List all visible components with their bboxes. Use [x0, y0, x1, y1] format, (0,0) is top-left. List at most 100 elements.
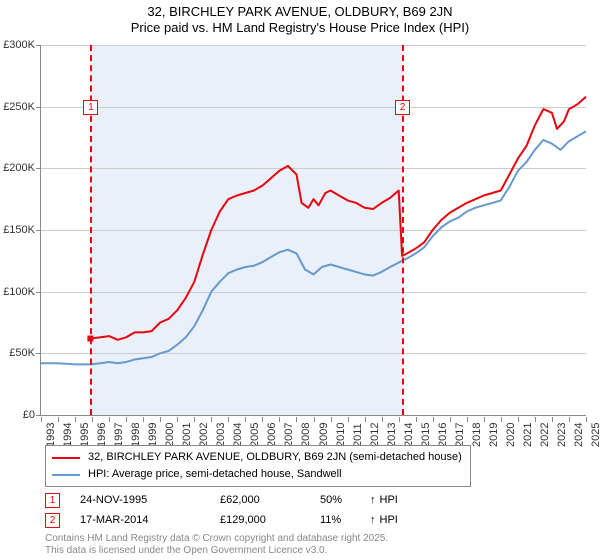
sale-marker-box: 1: [83, 100, 98, 115]
sale-marker-2: 2: [45, 513, 60, 528]
x-tick: [450, 417, 451, 422]
x-axis-label: 1996: [96, 423, 108, 447]
x-tick: [160, 417, 161, 422]
sale-price: £129,000: [220, 514, 320, 526]
x-axis-label: 2020: [505, 423, 517, 447]
x-axis-label: 2017: [454, 423, 466, 447]
y-tick: [36, 168, 41, 169]
x-axis-label: 2021: [522, 423, 534, 447]
series-line-hpi: [41, 131, 586, 364]
x-tick: [399, 417, 400, 422]
sale-hpi-label: HPI: [380, 494, 398, 506]
sale-hpi-label: HPI: [380, 514, 398, 526]
footer-line1: Contains HM Land Registry data © Crown c…: [45, 533, 388, 545]
sale-date: 24-NOV-1995: [80, 494, 220, 506]
legend-swatch-hpi: [52, 474, 80, 476]
x-axis-label: 1995: [79, 423, 91, 447]
x-tick: [279, 417, 280, 422]
x-tick: [228, 417, 229, 422]
chart-lines-svg: [41, 45, 586, 415]
legend-box: 32, BIRCHLEY PARK AVENUE, OLDBURY, B69 2…: [45, 445, 471, 487]
up-arrow-icon: ↑: [370, 494, 376, 506]
x-axis-label: 2024: [573, 423, 585, 447]
y-axis-label: £200K: [0, 162, 35, 174]
sale-pct: 50%: [320, 494, 370, 506]
up-arrow-icon: ↑: [370, 514, 376, 526]
chart-area: £0£50K£100K£150K£200K£250K£300K199319941…: [40, 45, 586, 416]
x-tick: [126, 417, 127, 422]
x-axis-label: 2006: [266, 423, 278, 447]
x-axis-label: 1993: [45, 423, 57, 447]
x-axis-label: 2016: [437, 423, 449, 447]
x-axis-label: 2012: [369, 423, 381, 447]
x-axis-label: 2000: [164, 423, 176, 447]
x-axis-label: 2003: [215, 423, 227, 447]
x-tick: [552, 417, 553, 422]
x-axis-label: 1998: [130, 423, 142, 447]
y-tick: [36, 353, 41, 354]
x-tick: [314, 417, 315, 422]
x-axis-label: 2018: [471, 423, 483, 447]
x-tick: [211, 417, 212, 422]
title-block: 32, BIRCHLEY PARK AVENUE, OLDBURY, B69 2…: [0, 0, 600, 35]
x-tick: [92, 417, 93, 422]
x-tick: [58, 417, 59, 422]
sale-pct: 11%: [320, 514, 370, 526]
x-tick: [382, 417, 383, 422]
x-tick: [569, 417, 570, 422]
footer-attribution: Contains HM Land Registry data © Crown c…: [45, 533, 388, 557]
chart-container: 32, BIRCHLEY PARK AVENUE, OLDBURY, B69 2…: [0, 0, 600, 560]
x-tick: [109, 417, 110, 422]
x-axis-label: 2023: [556, 423, 568, 447]
x-axis-label: 2007: [283, 423, 295, 447]
x-axis-label: 2010: [335, 423, 347, 447]
x-tick: [535, 417, 536, 422]
x-axis-label: 2013: [386, 423, 398, 447]
x-tick: [467, 417, 468, 422]
legend-swatch-price: [52, 457, 80, 459]
x-axis-label: 2009: [318, 423, 330, 447]
footer-line2: This data is licensed under the Open Gov…: [45, 545, 388, 557]
sale-price: £62,000: [220, 494, 320, 506]
sales-row: 2 17-MAR-2014 £129,000 11% ↑ HPI: [45, 510, 398, 530]
x-axis-label: 2015: [420, 423, 432, 447]
y-axis-label: £250K: [0, 101, 35, 113]
legend-label-price: 32, BIRCHLEY PARK AVENUE, OLDBURY, B69 2…: [88, 449, 462, 466]
x-axis-label: 2002: [198, 423, 210, 447]
y-axis-label: £150K: [0, 224, 35, 236]
y-axis-label: £300K: [0, 39, 35, 51]
x-tick: [518, 417, 519, 422]
x-tick: [501, 417, 502, 422]
x-tick: [296, 417, 297, 422]
x-axis-label: 2019: [488, 423, 500, 447]
y-tick: [36, 107, 41, 108]
y-tick: [36, 292, 41, 293]
x-axis-label: 2001: [181, 423, 193, 447]
legend-label-hpi: HPI: Average price, semi-detached house,…: [88, 466, 342, 483]
y-tick: [36, 45, 41, 46]
x-tick: [75, 417, 76, 422]
y-axis-label: £100K: [0, 286, 35, 298]
y-axis-label: £50K: [0, 347, 35, 359]
x-tick: [41, 417, 42, 422]
x-axis-label: 2014: [403, 423, 415, 447]
x-axis-label: 2011: [352, 423, 364, 447]
x-axis-label: 2008: [300, 423, 312, 447]
x-axis-label: 1997: [113, 423, 125, 447]
x-axis-label: 1999: [147, 423, 159, 447]
legend-row: HPI: Average price, semi-detached house,…: [52, 466, 462, 483]
sales-row: 1 24-NOV-1995 £62,000 50% ↑ HPI: [45, 490, 398, 510]
x-tick: [484, 417, 485, 422]
x-axis-label: 1994: [62, 423, 74, 447]
x-tick: [245, 417, 246, 422]
x-axis-label: 2025: [590, 423, 600, 447]
x-tick: [143, 417, 144, 422]
x-tick: [262, 417, 263, 422]
x-axis-label: 2005: [249, 423, 261, 447]
x-tick: [177, 417, 178, 422]
x-tick: [586, 417, 587, 422]
sale-marker-box: 2: [395, 100, 410, 115]
title-address: 32, BIRCHLEY PARK AVENUE, OLDBURY, B69 2…: [0, 4, 600, 19]
title-subtitle: Price paid vs. HM Land Registry's House …: [0, 20, 600, 35]
sale-marker-1: 1: [45, 493, 60, 508]
